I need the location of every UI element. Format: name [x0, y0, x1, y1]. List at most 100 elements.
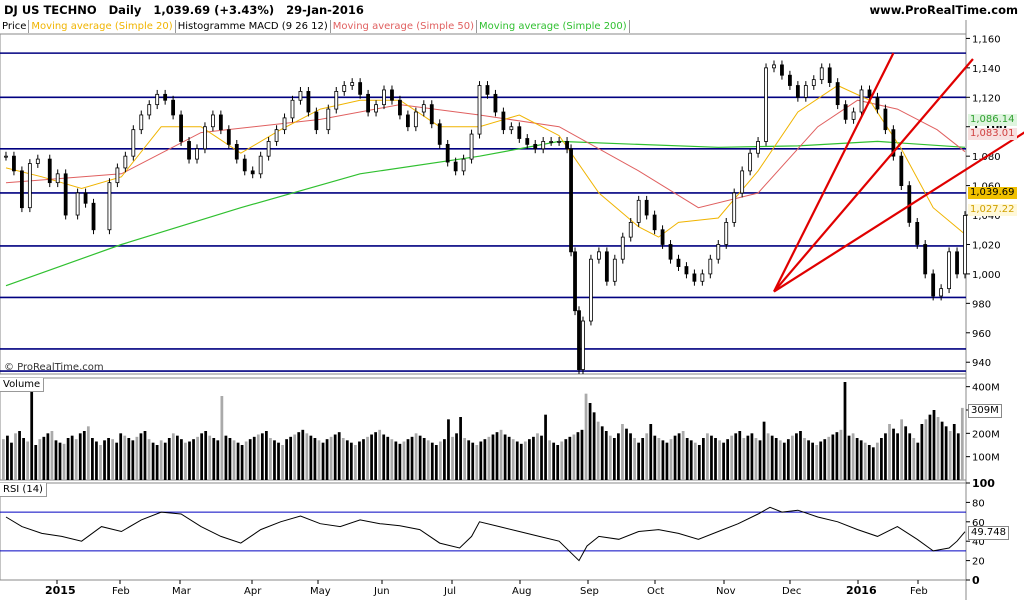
price-candle [788, 74, 792, 86]
price-candle [155, 93, 160, 106]
volume-bar [426, 440, 430, 480]
price-candle [398, 99, 402, 116]
volume-bar [317, 440, 321, 480]
price-candle [899, 155, 904, 187]
price-candle [195, 148, 199, 160]
price-candle [764, 67, 768, 142]
volume-bar [608, 435, 612, 480]
volume-bar [78, 433, 82, 480]
volume-bar [22, 438, 25, 480]
volume-bar [625, 428, 628, 480]
price-candle [565, 141, 569, 150]
price-candle [577, 310, 581, 370]
volume-bar [479, 441, 483, 480]
volume-bar [139, 433, 143, 480]
volume-bar [645, 433, 649, 480]
rsi-tick-label: 20 [972, 557, 985, 568]
volume-bar [956, 433, 960, 480]
volume-bar [265, 431, 268, 480]
volume-bar [337, 432, 341, 480]
volume-bar [568, 436, 572, 480]
volume-bar [629, 433, 632, 480]
volume-bar [592, 412, 596, 480]
volume-bar [718, 440, 721, 480]
volume-bar [406, 439, 410, 480]
price-candle [485, 85, 490, 95]
volume-bar [827, 436, 831, 480]
volume-bar [175, 435, 179, 480]
price-candle [740, 170, 745, 194]
price-candle [203, 126, 207, 150]
price-tick-label: 1,160 [972, 34, 1001, 45]
price-candle [549, 141, 554, 143]
x-tick-label: Jul [443, 586, 456, 597]
volume-bar [354, 445, 357, 480]
volume-bar [738, 431, 742, 480]
volume-bar [171, 433, 175, 480]
price-candle [827, 67, 832, 83]
volume-bar [281, 445, 284, 480]
legend-ma50[interactable]: Moving average (Simple 50) [331, 20, 478, 33]
price-candle [915, 221, 920, 245]
rsi-tick-label: 40 [972, 537, 985, 548]
price-candle [835, 82, 840, 106]
price-tick-label: 940 [972, 358, 991, 369]
volume-bar [475, 445, 479, 480]
volume-bar [341, 438, 345, 480]
quote-date: 29-Jan-2016 [286, 3, 364, 17]
price-candle [314, 111, 319, 131]
price-candle [413, 111, 418, 128]
volume-bar [422, 438, 426, 480]
volume-bar [880, 438, 883, 480]
legend-price[interactable]: Price [0, 20, 30, 33]
price-candle [509, 126, 514, 131]
volume-bar [62, 443, 66, 480]
volume-bar [786, 439, 790, 480]
volume-bar [843, 382, 847, 480]
volume-bar [649, 424, 653, 480]
price-candle [748, 152, 753, 172]
legend-ma200[interactable]: Moving average (Simple 200) [477, 20, 630, 33]
rsi-panel-title[interactable]: RSI (14) [0, 483, 47, 497]
volume-bar [665, 442, 669, 480]
volume-bar [540, 435, 543, 480]
price-candle [493, 93, 498, 113]
volume-bar [770, 435, 774, 480]
price-candle [612, 258, 617, 282]
price-candle [676, 258, 681, 267]
price-candle [859, 89, 864, 113]
legend-ma20[interactable]: Moving average (Simple 20) [29, 20, 176, 33]
price-candle [684, 266, 689, 275]
x-tick-label: 2015 [45, 584, 76, 597]
volume-bar [256, 434, 260, 480]
price-candle [290, 99, 295, 119]
volume-bar [519, 443, 523, 480]
volume-bar [532, 436, 535, 480]
price-candle [123, 155, 128, 169]
volume-bar [536, 433, 539, 480]
volume-bar [414, 433, 418, 480]
site-link[interactable]: www.ProRealTime.com [869, 3, 1018, 17]
volume-bar [378, 429, 382, 480]
volume-bar [362, 439, 365, 480]
volume-bar [867, 445, 871, 480]
price-candle [517, 126, 522, 139]
volume-bar [366, 436, 369, 480]
indicator-legend: Price Moving average (Simple 20) Histogram… [0, 20, 630, 34]
volume-panel-title[interactable]: Volume [0, 378, 45, 392]
ma50-line [5, 99, 966, 209]
legend-macd[interactable]: Histogramme MACD (9 26 12) [176, 20, 331, 33]
volume-bar [471, 442, 475, 480]
price-candle [636, 199, 641, 223]
rsi-tick-label: 100 [972, 477, 995, 490]
copyright-text: © ProRealTime.com [4, 362, 104, 373]
price-candle [334, 91, 339, 110]
price-candle [795, 85, 800, 98]
volume-bar [184, 442, 187, 480]
price-candle [652, 214, 657, 231]
volume-bar [151, 442, 155, 480]
volume-bar [782, 442, 786, 480]
volume-bar [791, 435, 794, 480]
volume-bar [584, 393, 588, 480]
